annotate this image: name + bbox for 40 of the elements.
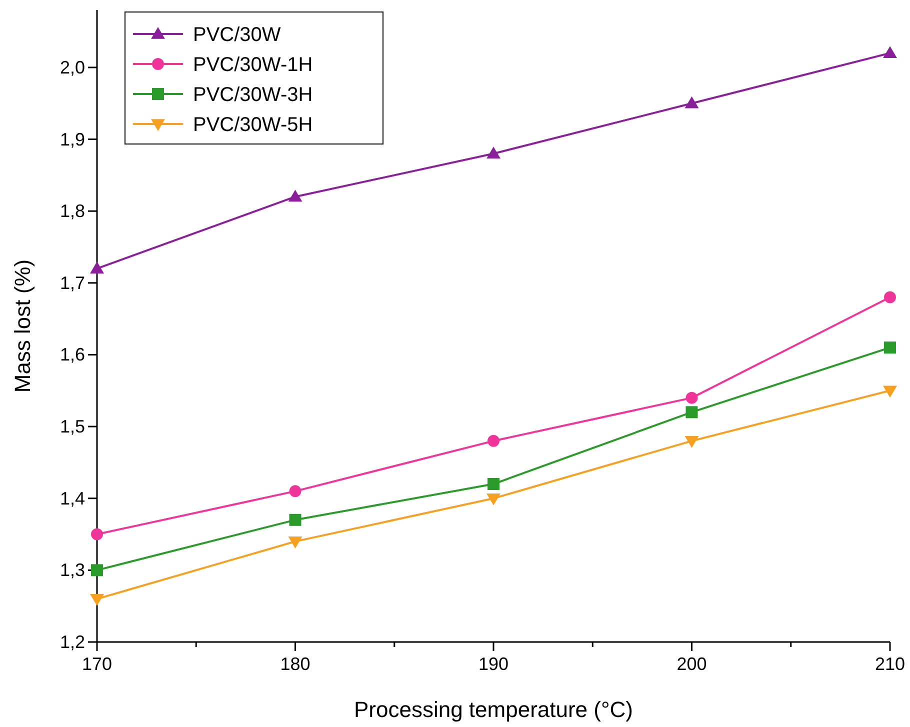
point xyxy=(686,406,698,418)
y-axis-title: Mass lost (%) xyxy=(10,259,35,393)
point xyxy=(289,514,302,526)
y-tick-label: 1,7 xyxy=(60,272,85,293)
point xyxy=(684,96,699,108)
point xyxy=(91,564,103,576)
x-tick-label: 180 xyxy=(280,654,310,674)
y-tick-label: 1,9 xyxy=(60,129,85,150)
y-tick-label: 1,8 xyxy=(60,201,85,222)
point xyxy=(90,262,104,274)
point xyxy=(684,436,699,448)
point xyxy=(289,485,302,498)
y-tick-label: 1,2 xyxy=(60,632,85,652)
point xyxy=(486,146,500,159)
x-tick-label: 170 xyxy=(82,654,112,674)
legend-label: PVC/30W-5H xyxy=(193,114,313,136)
point xyxy=(884,291,896,304)
point xyxy=(884,342,896,354)
x-axis-title: Processing temperature (°C) xyxy=(354,697,634,722)
point xyxy=(883,386,897,398)
point xyxy=(90,594,104,606)
point xyxy=(288,536,302,548)
y-tick-label: 1,5 xyxy=(60,416,85,437)
point xyxy=(488,434,500,447)
point xyxy=(91,528,103,540)
point xyxy=(686,392,698,404)
x-tick-label: 190 xyxy=(478,654,509,674)
y-tick-label: 1,3 xyxy=(60,560,85,580)
x-tick-label: 200 xyxy=(676,654,707,674)
x-tick-label: 210 xyxy=(874,654,906,674)
legend-label: PVC/30W xyxy=(193,24,281,46)
point xyxy=(488,478,500,490)
y-tick-label: 2,0 xyxy=(60,57,85,78)
y-tick-label: 1,4 xyxy=(60,488,85,508)
point xyxy=(288,190,302,202)
point xyxy=(883,46,897,58)
point xyxy=(486,493,500,506)
legend-label: PVC/30W-1H xyxy=(193,54,313,76)
legend-label: PVC/30W-3H xyxy=(193,84,313,106)
y-tick-label: 1,6 xyxy=(60,344,85,365)
